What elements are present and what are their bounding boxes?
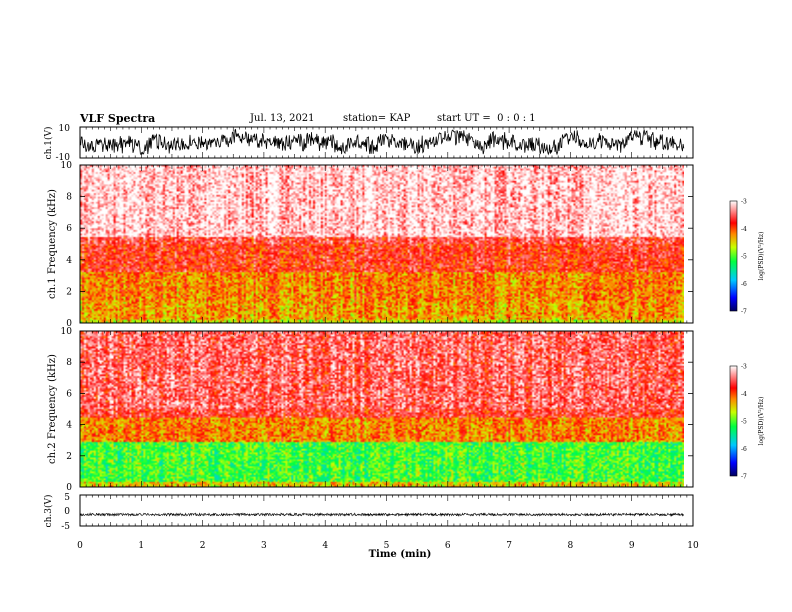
spec1-raster [80, 165, 684, 323]
ch1-ytick-bottom: -10 [56, 153, 71, 163]
ch1-freq-ytick-4: 4 [66, 256, 72, 266]
ch2-freq-ytick-4: 4 [66, 421, 72, 431]
ch2-freq-ytick-6: 6 [66, 389, 72, 399]
ch2-colorbar-label: log(PSD)(V²/Hz) [758, 397, 765, 446]
xtick-label-6: 6 [445, 541, 451, 551]
ch2-cbtick--5: -5 [741, 419, 747, 426]
figure-title: VLF Spectra [80, 112, 156, 125]
xtick-label-8: 8 [568, 541, 574, 551]
ch3-ytick-bottom: -5 [61, 522, 70, 532]
ch1-colorbar: log(PSD)(V²/Hz) -3 -4 -5 -6 -7 [729, 199, 765, 316]
ch2-freq-ytick-0: 0 [66, 483, 72, 493]
start-time-label: start UT = 0 : 0 : 1 [437, 113, 536, 124]
ch1-cbtick--7: -7 [741, 309, 747, 316]
spec2-raster [80, 331, 684, 487]
xtick-label-10: 10 [687, 541, 699, 551]
ch1-cbtick--6: -6 [741, 281, 747, 288]
xtick-label-3: 3 [261, 541, 267, 551]
date-label: Jul. 13, 2021 [250, 113, 315, 124]
ch1-colorbar-gradient [729, 200, 738, 312]
ch1-ytick-top: 10 [59, 124, 71, 134]
ch1-spectrogram-panel: 0 2 4 6 8 10 ch.1 Frequency (kHz) [47, 161, 694, 329]
ch1-freq-ytick-10: 10 [61, 161, 73, 171]
ch1-colorbar-label: log(PSD)(V²/Hz) [758, 232, 765, 281]
ch1-cbtick--5: -5 [741, 254, 747, 261]
ch1-waveform-trace [79, 128, 685, 156]
ch2-cbtick--4: -4 [741, 391, 747, 398]
xtick-label-2: 2 [200, 541, 206, 551]
xtick-label-1: 1 [138, 541, 144, 551]
xtick-label-4: 4 [322, 541, 328, 551]
xtick-label-7: 7 [506, 541, 512, 551]
ch2-colorbar: log(PSD)(V²/Hz) -3 -4 -5 -6 -7 [729, 364, 765, 481]
ch2-cbtick--6: -6 [741, 446, 747, 453]
ch1-freq-ytick-0: 0 [66, 319, 72, 329]
ch2-cbtick--3: -3 [741, 364, 747, 371]
ch2-colorbar-gradient [729, 365, 738, 477]
ch1-cbtick--4: -4 [741, 226, 747, 233]
ch1-spectrogram-image [80, 165, 684, 323]
ch1-spectrogram-ylabel: ch.1 Frequency (kHz) [47, 189, 58, 299]
xtick-label-9: 9 [629, 541, 635, 551]
xtick-label-0: 0 [77, 541, 83, 551]
ch2-freq-ytick-8: 8 [66, 358, 72, 368]
ch1-cbtick--3: -3 [741, 199, 747, 206]
time-axis: 0 1 2 3 4 5 6 7 8 9 10 [77, 127, 699, 551]
ch2-freq-ytick-2: 2 [66, 452, 72, 462]
ch3-waveform-trace [79, 512, 685, 517]
ch1-freq-ytick-2: 2 [66, 287, 72, 297]
ch1-freq-ytick-6: 6 [66, 224, 72, 234]
ch3-waveform-panel: 5 0 -5 ch.3(V) [43, 493, 694, 532]
ch2-spectrogram-ylabel: ch.2 Frequency (kHz) [47, 354, 58, 464]
ch3-ytick-middle: 0 [64, 507, 70, 517]
ch1-waveform-ylabel: ch.1(V) [43, 127, 54, 160]
ch2-spectrogram-image [80, 331, 684, 487]
xtick-label-5: 5 [384, 541, 390, 551]
ch2-freq-ytick-10: 10 [61, 327, 73, 337]
ch3-ytick-top: 5 [64, 493, 70, 503]
ch2-spectrogram-panel: 0 2 4 6 8 10 ch.2 Frequency (kHz) [47, 327, 694, 493]
ch3-waveform-ylabel: ch.3(V) [43, 495, 54, 528]
station-label: station= KAP [343, 113, 411, 124]
ch2-cbtick--7: -7 [741, 474, 747, 481]
time-axis-label: Time (min) [369, 549, 432, 560]
ch1-freq-ytick-8: 8 [66, 193, 72, 203]
